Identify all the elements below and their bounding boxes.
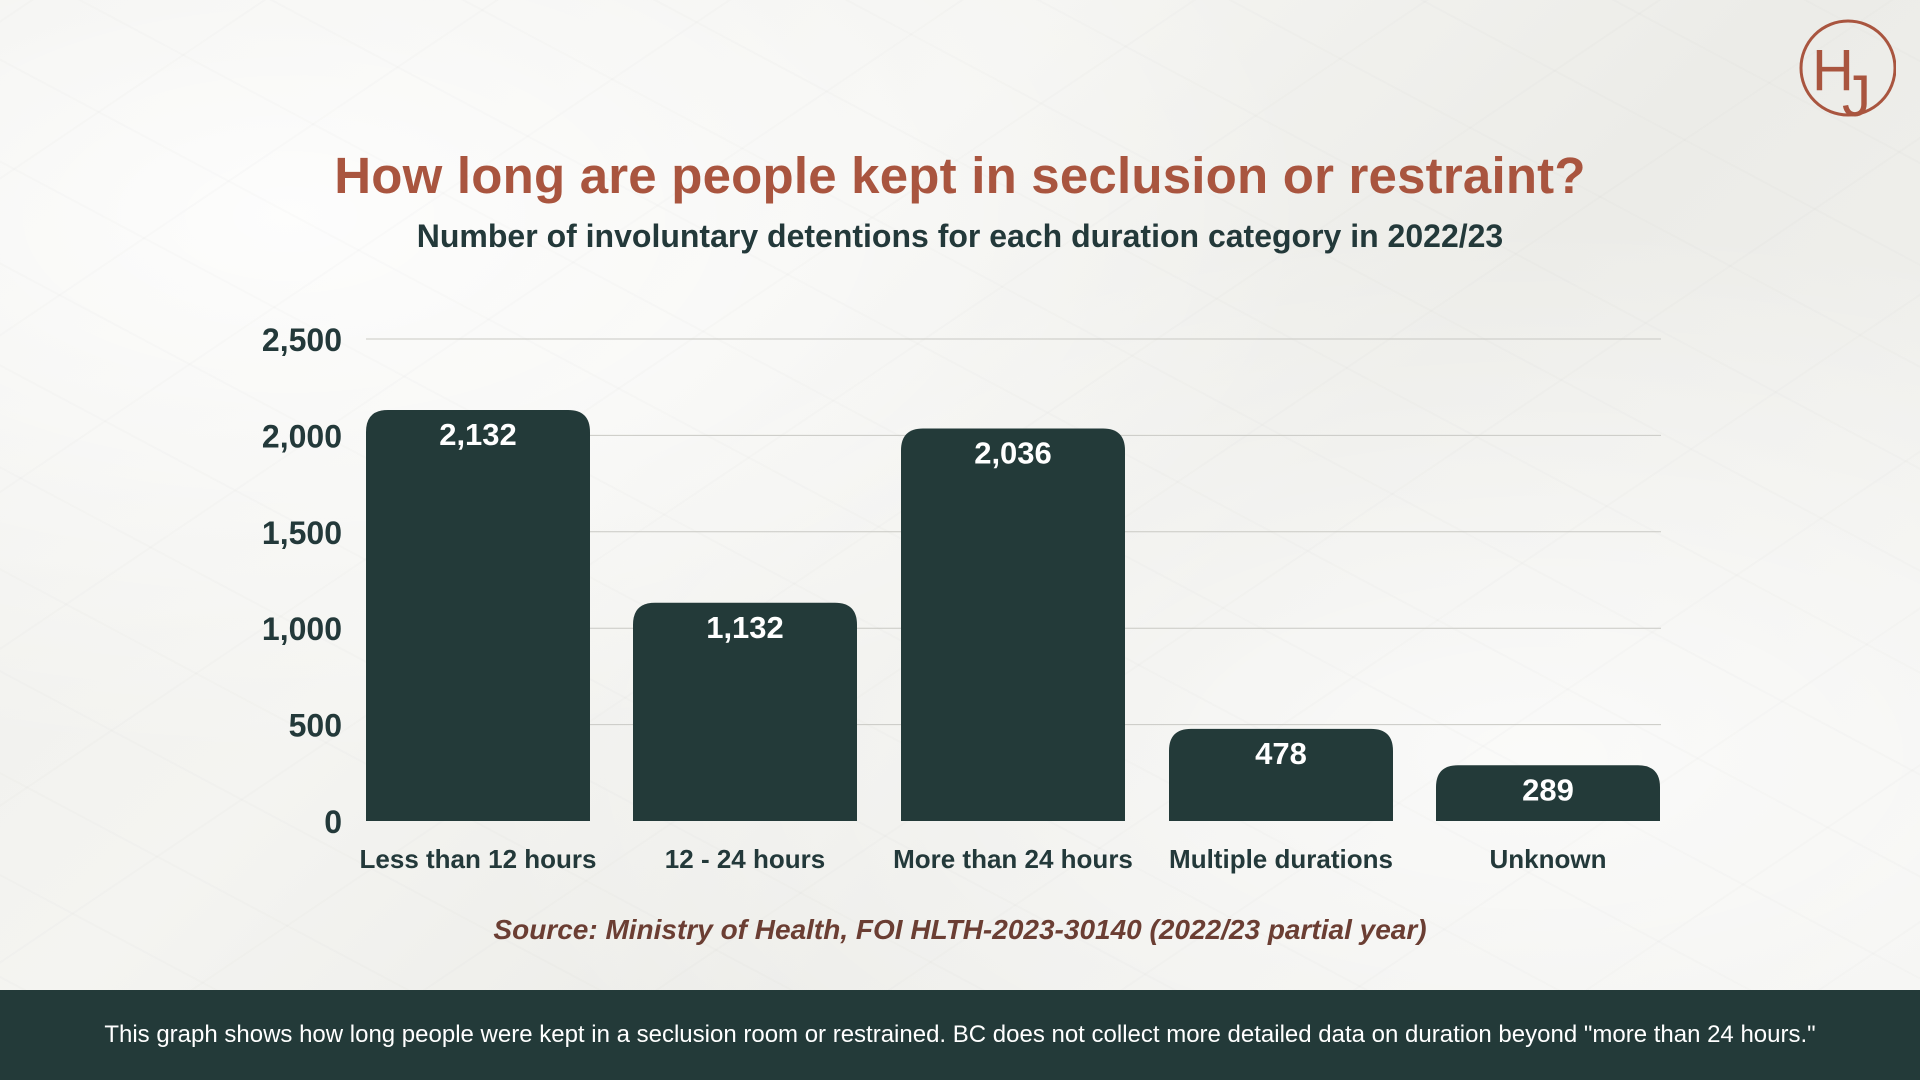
x-category-label: Unknown — [1490, 844, 1607, 874]
x-category-label: More than 24 hours — [893, 844, 1133, 874]
hj-logo: H J — [1799, 19, 1896, 129]
x-category-label: Less than 12 hours — [360, 844, 597, 874]
y-tick-label: 2,500 — [262, 322, 342, 358]
chart-subtitle: Number of involuntary detentions for eac… — [416, 218, 1504, 254]
bar — [1436, 765, 1660, 821]
bar — [366, 409, 590, 821]
bar-value-label: 2,036 — [974, 435, 1052, 470]
bar-value-label: 1,132 — [706, 610, 784, 645]
bar-value-label: 289 — [1522, 772, 1574, 807]
x-category-label: 12 - 24 hours — [665, 844, 825, 874]
bar — [901, 428, 1125, 821]
logo-letter-h: H — [1812, 38, 1854, 103]
y-tick-label: 1,000 — [262, 611, 342, 647]
bar-value-label: 478 — [1255, 736, 1307, 771]
footer-text: This graph shows how long people were ke… — [104, 1021, 1816, 1048]
bar-value-label: 2,132 — [439, 417, 517, 452]
y-tick-label: 2,000 — [262, 418, 342, 454]
x-category-label: Multiple durations — [1169, 844, 1393, 874]
source-note: Source: Ministry of Health, FOI HLTH-202… — [493, 914, 1427, 945]
footer-bar: This graph shows how long people were ke… — [0, 990, 1920, 1080]
y-tick-label: 1,500 — [262, 515, 342, 551]
logo-letter-j: J — [1842, 64, 1871, 129]
bar — [1169, 728, 1393, 821]
y-tick-label: 500 — [289, 708, 342, 744]
bar — [633, 602, 857, 821]
y-tick-label: 0 — [324, 804, 342, 840]
chart-title: How long are people kept in seclusion or… — [334, 147, 1586, 204]
